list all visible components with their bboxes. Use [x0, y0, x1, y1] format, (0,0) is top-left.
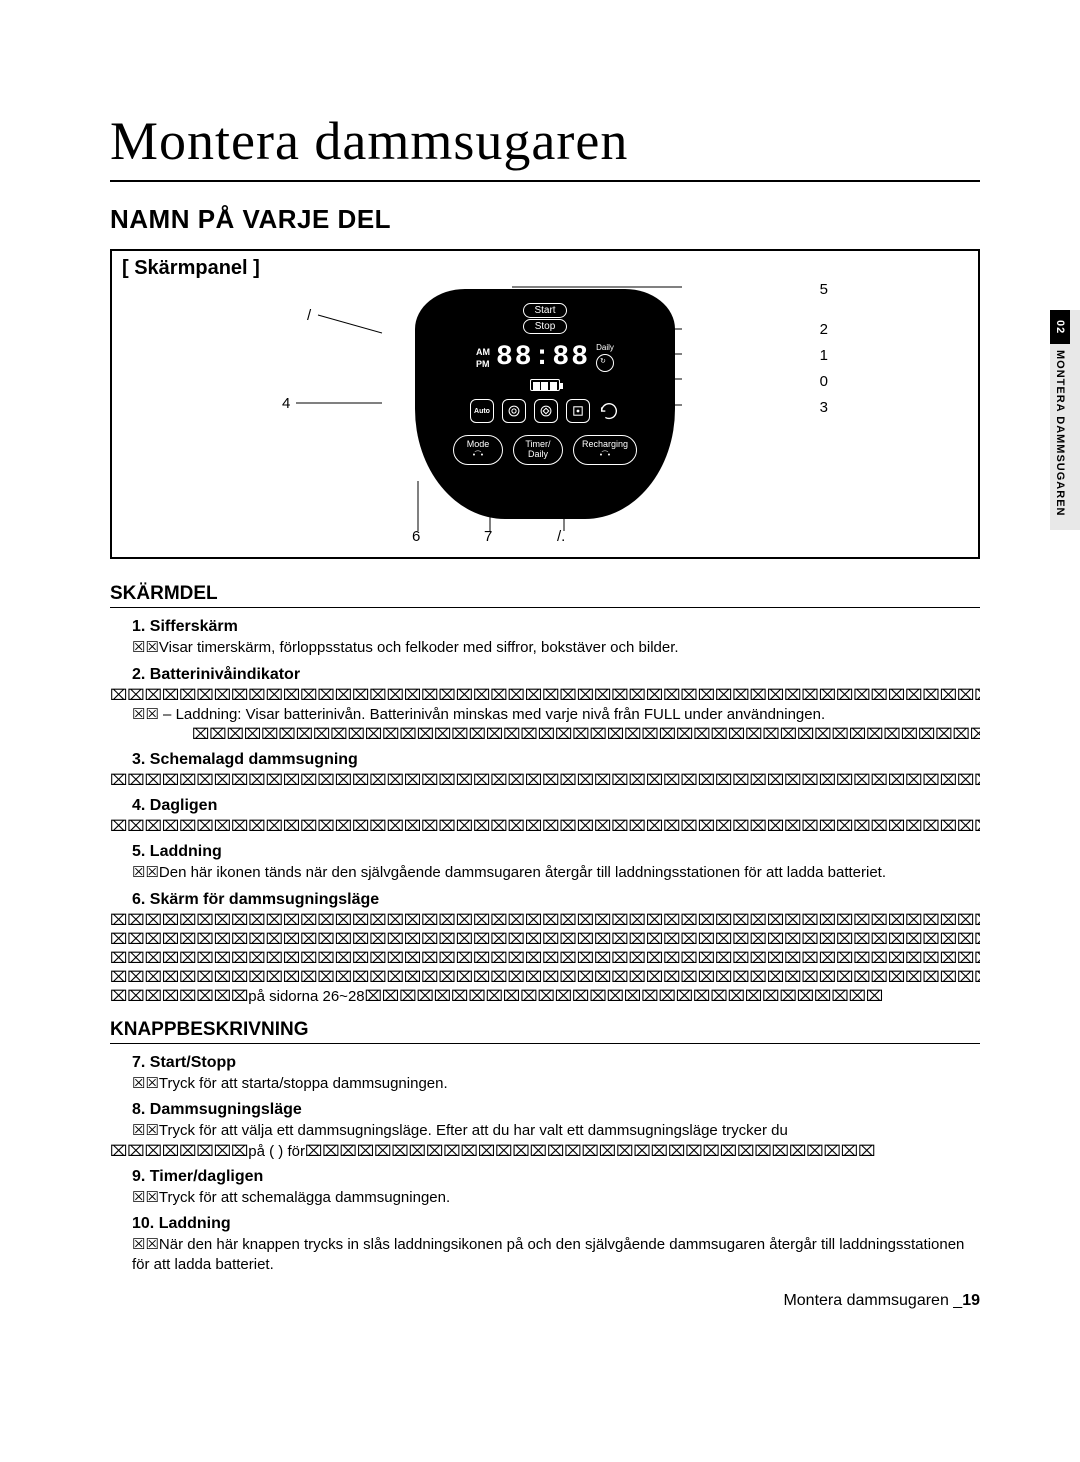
knapp-list: 7. Start/Stopp ☒☒Tryck för att starta/sto… — [110, 1054, 980, 1275]
item-body: ☒☒Tryck för att starta/stoppa dammsugnin… — [132, 1074, 980, 1094]
list-item: 8. Dammsugningsläge ☒☒Tryck för att välja… — [110, 1101, 980, 1160]
start-label: Start — [523, 303, 567, 318]
item-body: ☒☒ – Laddning: Visar batterinivån. Batte… — [132, 705, 980, 725]
callout-7: 7 — [484, 528, 492, 545]
recharge-icon — [598, 400, 620, 422]
placeholder-x-row: ⌧⌧⌧⌧⌧⌧⌧⌧⌧⌧⌧⌧⌧⌧⌧⌧⌧⌧⌧⌧⌧⌧⌧⌧⌧⌧⌧⌧⌧⌧⌧⌧⌧⌧⌧⌧⌧⌧⌧⌧… — [192, 725, 980, 743]
stop-label: Stop — [523, 319, 567, 334]
item-body: ☒☒Den här ikonen tänds när den självgåen… — [132, 863, 980, 883]
callout-6: 6 — [412, 528, 420, 545]
placeholder-x-row: ⌧⌧⌧⌧⌧⌧⌧⌧på ( ) för⌧⌧⌧⌧⌧⌧⌧⌧⌧⌧⌧⌧⌧⌧⌧⌧⌧⌧⌧⌧⌧⌧… — [110, 1142, 980, 1160]
placeholder-x-row: ⌧⌧⌧⌧⌧⌧⌧⌧⌧⌧⌧⌧⌧⌧⌧⌧⌧⌧⌧⌧⌧⌧⌧⌧⌧⌧⌧⌧⌧⌧⌧⌧⌧⌧⌧⌧⌧⌧⌧⌧… — [110, 686, 980, 704]
list-item: 1. Sifferskärm ☒☒Visar timerskärm, förlop… — [110, 618, 980, 658]
list-item: 7. Start/Stopp ☒☒Tryck för att starta/sto… — [110, 1054, 980, 1094]
mode-spot-icon — [502, 399, 526, 423]
list-item: 9. Timer/dagligen ☒☒Tryck för att schemal… — [110, 1168, 980, 1208]
battery-icon — [530, 379, 560, 391]
side-tab-num: 02 — [1054, 320, 1066, 334]
side-tab-text: MONTERA DAMMSUGAREN — [1054, 350, 1066, 516]
callout-8-right: /. — [557, 528, 565, 545]
placeholder-x-row: ⌧⌧⌧⌧⌧⌧⌧⌧⌧⌧⌧⌧⌧⌧⌧⌧⌧⌧⌧⌧⌧⌧⌧⌧⌧⌧⌧⌧⌧⌧⌧⌧⌧⌧⌧⌧⌧⌧⌧⌧… — [110, 771, 980, 789]
item-title: 10. Laddning — [132, 1215, 980, 1233]
item-title: 4. Dagligen — [132, 797, 980, 815]
item-body: ☒☒När den här knappen trycks in slås lad… — [132, 1235, 980, 1274]
callout-7-left: / — [307, 307, 311, 324]
pm-label: PM — [476, 359, 490, 369]
list-item: 5. Laddning ☒☒Den här ikonen tänds när de… — [110, 843, 980, 883]
page-footer: Montera dammsugaren _19 — [110, 1292, 980, 1310]
digit-display: 88:88 — [496, 342, 590, 373]
item-body: ☒☒Tryck för att schemalägga dammsugninge… — [132, 1188, 980, 1208]
item-title: 8. Dammsugningsläge — [132, 1101, 980, 1119]
item-title: 9. Timer/dagligen — [132, 1168, 980, 1186]
callout-4: 4 — [282, 395, 290, 412]
list-item: 3. Schemalagd dammsugning ⌧⌧⌧⌧⌧⌧⌧⌧⌧⌧⌧⌧⌧⌧⌧… — [110, 751, 980, 789]
skarmdel-list: 1. Sifferskärm ☒☒Visar timerskärm, förlop… — [110, 618, 980, 1005]
item-title: 3. Schemalagd dammsugning — [132, 751, 980, 769]
placeholder-x-row: ⌧⌧⌧⌧⌧⌧⌧⌧⌧⌧⌧⌧⌧⌧⌧⌧⌧⌧⌧⌧⌧⌧⌧⌧⌧⌧⌧⌧⌧⌧⌧⌧⌧⌧⌧⌧⌧⌧⌧⌧… — [110, 911, 980, 929]
item-title: 5. Laddning — [132, 843, 980, 861]
callout-5: 5 — [820, 281, 828, 298]
placeholder-x-row: ⌧⌧⌧⌧⌧⌧⌧⌧på sidorna 26~28⌧⌧⌧⌧⌧⌧⌧⌧⌧⌧⌧⌧⌧⌧⌧⌧… — [110, 987, 980, 1005]
knapp-heading: KNAPPBESKRIVNING — [110, 1019, 980, 1044]
daily-label: Daily — [596, 343, 614, 352]
mode-auto-icon: Auto — [470, 399, 494, 423]
list-item: 10. Laddning ☒☒När den här knappen trycks… — [110, 1215, 980, 1274]
item-body: ☒☒Tryck för att välja ett dammsugningslä… — [132, 1121, 980, 1141]
mode-max-icon — [534, 399, 558, 423]
footer-text: Montera dammsugaren _ — [783, 1292, 962, 1309]
page-title: Montera dammsugaren — [110, 110, 980, 182]
footer-page: 19 — [962, 1292, 980, 1309]
list-item: 4. Dagligen ⌧⌧⌧⌧⌧⌧⌧⌧⌧⌧⌧⌧⌧⌧⌧⌧⌧⌧⌧⌧⌧⌧⌧⌧⌧⌧⌧⌧⌧… — [110, 797, 980, 835]
item-title: 1. Sifferskärm — [132, 618, 980, 636]
timer-daily-button: Timer/ Daily — [513, 435, 563, 465]
callout-0: 0 — [820, 373, 828, 390]
placeholder-x-row: ⌧⌧⌧⌧⌧⌧⌧⌧⌧⌧⌧⌧⌧⌧⌧⌧⌧⌧⌧⌧⌧⌧⌧⌧⌧⌧⌧⌧⌧⌧⌧⌧⌧⌧⌧⌧⌧⌧⌧⌧… — [110, 949, 980, 967]
mode-button: Mode•⁀• — [453, 435, 503, 465]
display-panel-figure: [ Skärmpanel ] 5 2 1 0 3 4 / 6 7 /. S — [110, 249, 980, 559]
item-body: ☒☒Visar timerskärm, förloppsstatus och f… — [132, 638, 980, 658]
callout-2: 2 — [820, 321, 828, 338]
daily-icon: ↻ — [596, 354, 614, 372]
skarmdel-heading: SKÄRMDEL — [110, 583, 980, 608]
section-heading: NAMN PÅ VARJE DEL — [110, 204, 980, 235]
list-item: 6. Skärm för dammsugningsläge ⌧⌧⌧⌧⌧⌧⌧⌧⌧⌧⌧… — [110, 891, 980, 1005]
panel-label: [ Skärmpanel ] — [122, 257, 260, 280]
device-panel: Start Stop AM PM 88:88 Daily ↻ Auto — [415, 289, 675, 519]
list-item: 2. Batterinivåindikator ⌧⌧⌧⌧⌧⌧⌧⌧⌧⌧⌧⌧⌧⌧⌧⌧⌧… — [110, 666, 980, 744]
placeholder-x-row: ⌧⌧⌧⌧⌧⌧⌧⌧⌧⌧⌧⌧⌧⌧⌧⌧⌧⌧⌧⌧⌧⌧⌧⌧⌧⌧⌧⌧⌧⌧⌧⌧⌧⌧⌧⌧⌧⌧⌧⌧… — [110, 817, 980, 835]
item-title: 6. Skärm för dammsugningsläge — [132, 891, 980, 909]
callout-3: 3 — [820, 399, 828, 416]
item-title: 7. Start/Stopp — [132, 1054, 980, 1072]
side-chapter-tab: 02 MONTERA DAMMSUGAREN — [1050, 310, 1080, 530]
item-title: 2. Batterinivåindikator — [132, 666, 980, 684]
callout-1: 1 — [820, 347, 828, 364]
recharging-button: Recharging•⁀• — [573, 435, 637, 465]
am-label: AM — [476, 347, 490, 357]
placeholder-x-row: ⌧⌧⌧⌧⌧⌧⌧⌧⌧⌧⌧⌧⌧⌧⌧⌧⌧⌧⌧⌧⌧⌧⌧⌧⌧⌧⌧⌧⌧⌧⌧⌧⌧⌧⌧⌧⌧⌧⌧⌧… — [110, 968, 980, 986]
mode-edge-icon — [566, 399, 590, 423]
placeholder-x-row: ⌧⌧⌧⌧⌧⌧⌧⌧⌧⌧⌧⌧⌧⌧⌧⌧⌧⌧⌧⌧⌧⌧⌧⌧⌧⌧⌧⌧⌧⌧⌧⌧⌧⌧⌧⌧⌧⌧⌧⌧… — [110, 930, 980, 948]
